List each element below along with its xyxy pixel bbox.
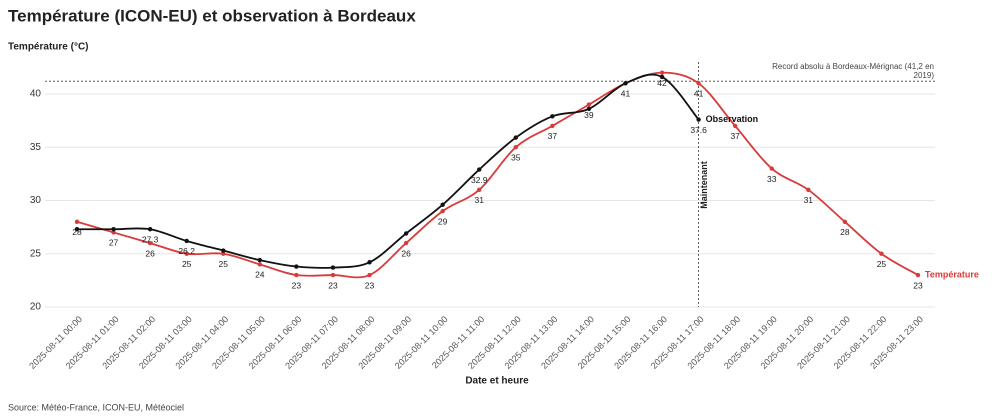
point <box>696 117 701 122</box>
point <box>915 272 921 278</box>
point <box>696 81 701 86</box>
point <box>74 227 80 232</box>
point <box>477 167 482 172</box>
y-axis-label: Température (°C) <box>8 42 89 53</box>
y-tick-label: 25 <box>30 248 42 259</box>
data-label: 23 <box>365 280 375 290</box>
data-label: 35 <box>511 152 521 162</box>
data-label: 27.3 <box>142 234 159 244</box>
point <box>184 238 189 244</box>
data-label: 25 <box>219 259 229 269</box>
series-label: Température <box>925 269 979 279</box>
point <box>221 248 226 253</box>
y-tick-label: 30 <box>30 195 42 206</box>
point <box>659 70 665 75</box>
chart-title: Température (ICON-EU) et observation à B… <box>8 6 416 25</box>
data-label: 31 <box>804 195 814 205</box>
point <box>477 187 482 193</box>
data-label: 24 <box>255 270 265 280</box>
data-label: 32.9 <box>471 175 488 185</box>
data-label: 27 <box>109 238 119 248</box>
series-line <box>76 73 700 269</box>
point <box>367 272 372 278</box>
data-label: 37 <box>548 131 558 141</box>
data-label: 26 <box>145 248 155 258</box>
point <box>294 272 299 278</box>
point <box>513 145 518 150</box>
point <box>330 272 336 278</box>
point <box>550 123 555 129</box>
point <box>440 208 445 214</box>
point <box>440 202 445 207</box>
data-label: 42 <box>657 78 667 88</box>
point <box>111 227 116 232</box>
point <box>257 257 263 263</box>
data-label: 26 <box>401 248 411 258</box>
data-label: 28 <box>840 227 850 237</box>
point <box>732 123 738 129</box>
point <box>111 230 116 235</box>
data-label: 37.6 <box>690 125 707 135</box>
y-tick-label: 20 <box>30 302 42 313</box>
x-axis-label: Date et heure <box>465 376 529 387</box>
source: Source: Météo-France, ICON-EU, Météociel <box>8 402 184 412</box>
point <box>330 265 336 270</box>
point <box>586 106 592 112</box>
y-tick-label: 35 <box>30 142 42 153</box>
data-label: 33 <box>767 174 777 184</box>
data-label: 29 <box>438 216 448 226</box>
data-label: 23 <box>292 280 302 290</box>
point <box>879 251 884 256</box>
data-label: 26.2 <box>178 246 195 256</box>
series-line <box>76 71 919 279</box>
point <box>659 74 665 80</box>
point <box>842 219 848 224</box>
point <box>147 227 153 232</box>
data-label: 28 <box>72 227 82 237</box>
point <box>74 219 80 224</box>
point <box>550 114 555 119</box>
series-label: Observation <box>706 114 759 124</box>
point <box>367 260 372 265</box>
y-tick-label: 40 <box>30 89 42 100</box>
point <box>769 166 774 171</box>
point <box>147 240 153 246</box>
point <box>623 81 628 86</box>
point <box>513 135 518 140</box>
point <box>184 251 189 256</box>
data-label: 23 <box>328 280 338 290</box>
data-label: 31 <box>474 195 484 205</box>
point <box>586 102 592 107</box>
data-label: 25 <box>877 259 887 269</box>
point <box>257 262 263 267</box>
data-label: 41 <box>694 89 704 99</box>
data-label: 37 <box>730 131 740 141</box>
now-label: Maintenant <box>699 161 709 209</box>
point <box>806 187 811 193</box>
data-label: 25 <box>182 259 192 269</box>
data-label: 39 <box>584 110 594 120</box>
point <box>403 231 409 236</box>
record-annotation: Record absolu à Bordeaux-Mérignac (41,2 … <box>772 62 934 80</box>
data-label: 23 <box>913 280 923 290</box>
point <box>294 264 299 269</box>
point <box>221 251 226 256</box>
data-label: 41 <box>621 89 631 99</box>
point <box>403 240 409 246</box>
